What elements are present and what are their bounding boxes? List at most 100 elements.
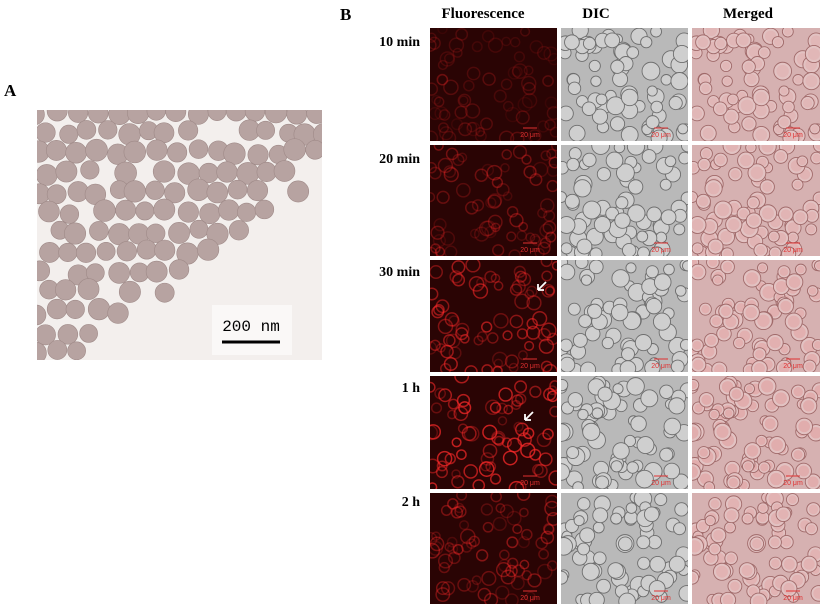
- cell: [581, 562, 600, 581]
- fluorescent-cell: [443, 165, 457, 179]
- fluorescent-cell: [441, 130, 457, 141]
- fluorescent-cell: [539, 237, 552, 249]
- cell-signal: [745, 272, 759, 285]
- fluorescent-cell: [493, 358, 504, 369]
- cell: [592, 108, 609, 125]
- cell: [581, 101, 597, 116]
- cell: [561, 242, 573, 255]
- cell: [613, 145, 626, 154]
- cell: [745, 145, 757, 154]
- cell-signal: [788, 495, 797, 504]
- cell-signal: [715, 155, 726, 165]
- fluorescent-cell: [456, 393, 471, 408]
- cell: [728, 386, 744, 402]
- particle: [123, 180, 146, 203]
- fluorescent-cell: [527, 129, 542, 141]
- fluorescent-cell: [499, 549, 510, 561]
- fluorescent-cell: [519, 28, 531, 37]
- image-background: [430, 260, 557, 372]
- cell: [567, 302, 581, 316]
- particle: [46, 184, 67, 205]
- fluorescent-cell: [505, 106, 521, 123]
- cell: [618, 536, 633, 552]
- cell-signal: [783, 582, 795, 595]
- fluorescent-cell: [485, 197, 497, 209]
- fluorescent-cell: [498, 130, 515, 141]
- cell-signal: [746, 445, 759, 457]
- cell: [640, 36, 653, 49]
- fluorescent-cell: [510, 576, 525, 591]
- cell: [620, 125, 639, 141]
- fluorescent-cell: [543, 209, 556, 222]
- cell-signal: [727, 463, 738, 475]
- fluorescent-cell: [481, 163, 495, 177]
- fluorescent-cell: [456, 493, 468, 501]
- fluorescent-cell: [430, 540, 444, 556]
- particle: [38, 200, 60, 223]
- cell: [699, 124, 717, 141]
- fluorescent-cell: [500, 78, 513, 91]
- fluorescent-cell: [463, 464, 479, 479]
- fluorescent-cell: [542, 75, 554, 87]
- cell-signal: [716, 203, 730, 217]
- row-label: 1 h: [402, 381, 421, 396]
- cell: [752, 88, 770, 107]
- cell-signal: [788, 276, 801, 288]
- fluorescent-cell: [461, 426, 477, 442]
- image-background: [430, 28, 557, 141]
- particle: [164, 182, 186, 204]
- particle: [197, 238, 220, 261]
- cell: [811, 339, 820, 351]
- scale-label: 20 μm: [651, 595, 671, 602]
- cell: [707, 238, 724, 255]
- cell: [582, 152, 597, 168]
- scale-label: 20 μm: [520, 595, 540, 602]
- cell: [802, 359, 817, 372]
- fluorescent-cell: [514, 481, 527, 489]
- cell-signal: [776, 64, 789, 78]
- cell: [752, 347, 767, 362]
- particle: [67, 341, 86, 360]
- cell: [712, 274, 724, 286]
- cell: [626, 377, 645, 396]
- panel-label: B: [340, 5, 351, 24]
- particle: [244, 110, 266, 122]
- cell-signal: [760, 48, 769, 57]
- cell: [780, 580, 798, 597]
- particle: [146, 223, 166, 243]
- particle: [256, 120, 276, 140]
- fluorescent-cell: [547, 385, 557, 396]
- cell-signal: [726, 510, 737, 521]
- fluorescent-cell: [430, 82, 439, 96]
- particle: [237, 202, 257, 222]
- fluorescent-cell: [453, 406, 469, 422]
- fluorescent-cell: [435, 465, 448, 479]
- fluorescent-cell: [482, 72, 496, 86]
- cell: [649, 246, 665, 256]
- cell: [782, 100, 795, 114]
- fluorescent-cell: [509, 314, 524, 329]
- cell: [675, 285, 687, 297]
- cell: [698, 302, 712, 316]
- column-header: Fluorescence: [441, 6, 524, 22]
- cell-signal: [722, 594, 734, 604]
- cell: [786, 493, 799, 507]
- cell: [561, 423, 571, 442]
- cell-signal: [778, 509, 789, 520]
- fluorescent-cell: [529, 173, 543, 187]
- cell-signal: [716, 425, 729, 438]
- cell: [727, 578, 743, 594]
- fluorescent-cell: [510, 131, 525, 141]
- particle: [88, 110, 109, 124]
- fluorescent-cell: [546, 179, 557, 193]
- cell-signal: [764, 418, 776, 430]
- fluorescent-cell: [492, 516, 507, 532]
- cell: [648, 580, 666, 597]
- fluorescent-cell: [443, 356, 458, 372]
- fluorescent-cell: [542, 523, 555, 535]
- cell-signal: [808, 504, 819, 515]
- cell: [692, 570, 700, 585]
- fluorescent-cell: [430, 130, 439, 141]
- cell: [627, 204, 646, 223]
- cell: [605, 151, 624, 170]
